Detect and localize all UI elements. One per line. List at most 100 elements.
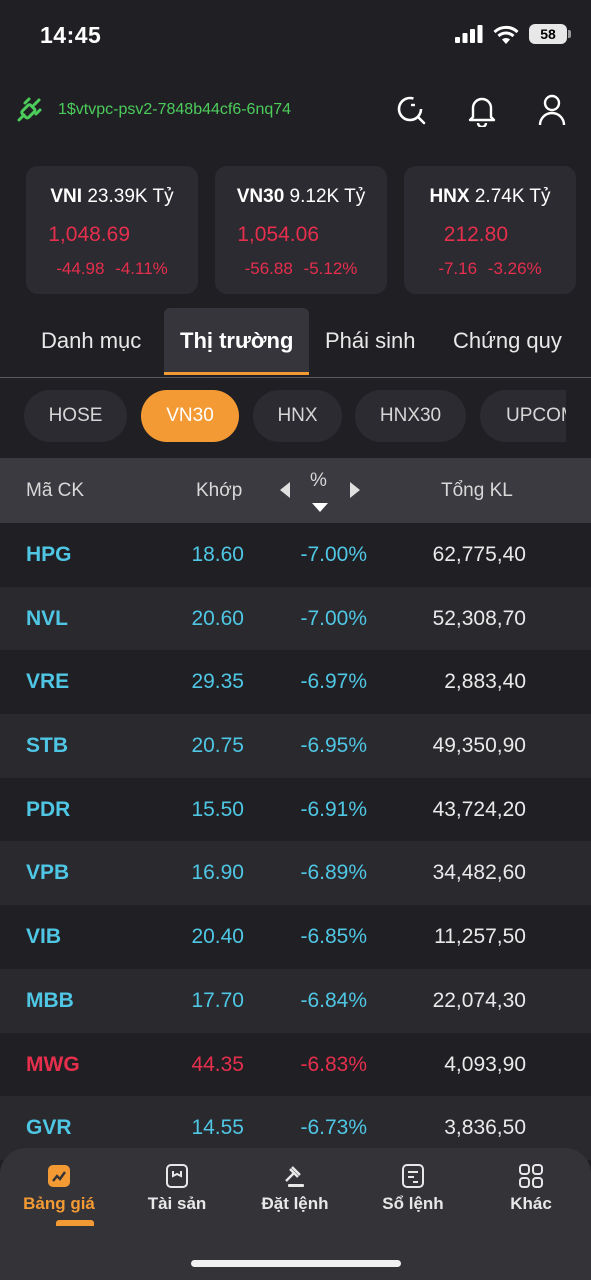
header-actions <box>395 90 569 130</box>
table-row[interactable]: NVL 20.60 -7.00% 52,308,70 <box>0 586 591 651</box>
plug-connected-icon <box>17 97 42 122</box>
index-pct: -4.11% <box>115 259 168 278</box>
table-row[interactable]: PDR 15.50 -6.91% 43,724,20 <box>0 778 591 842</box>
user-icon[interactable] <box>535 90 569 130</box>
nav-label: Tài sản <box>147 1194 207 1213</box>
prev-column-icon[interactable] <box>278 481 292 499</box>
row-price: 20.75 <box>191 734 244 758</box>
bell-icon[interactable] <box>465 90 499 130</box>
index-card-vni[interactable]: VNI 23.39K Tỷ 1,048.69 -44.98 -4.11% <box>26 166 198 294</box>
row-volume: 11,257,50 <box>434 925 526 949</box>
table-row[interactable]: MBB 17.70 -6.84% 22,074,30 <box>0 968 591 1033</box>
row-symbol: PDR <box>26 797 71 821</box>
nav-label: Bảng giá <box>23 1194 95 1213</box>
pill-hnx[interactable]: HNX <box>253 390 342 442</box>
pill-hnx30[interactable]: HNX30 <box>355 390 466 442</box>
bottom-nav: Bảng giá Tài sản Đặt lệnh Sổ lệnh Khác <box>0 1148 591 1280</box>
nav-label: Sổ lệnh <box>382 1194 444 1213</box>
row-symbol: STB <box>26 734 68 758</box>
row-pct: -6.97% <box>300 670 367 694</box>
index-change: -56.88 <box>244 259 293 278</box>
row-volume: 4,093,90 <box>444 1052 526 1076</box>
battery-icon: 58 <box>529 24 571 44</box>
index-code: VN30 <box>236 186 285 207</box>
row-symbol: HPG <box>26 543 72 566</box>
row-pct: -6.95% <box>300 734 367 758</box>
sort-down-icon[interactable] <box>311 502 329 513</box>
tab-chung-quyen[interactable]: Chứng quy <box>453 328 562 353</box>
tab-phai-sinh[interactable]: Phái sinh <box>325 328 416 353</box>
index-price: 212.80 <box>443 223 508 246</box>
row-price: 14.55 <box>191 1116 244 1140</box>
row-volume: 2,883,40 <box>444 670 526 694</box>
index-value: 9.12K Tỷ <box>289 186 366 207</box>
table-row[interactable]: VIB 20.40 -6.85% 11,257,50 <box>0 905 591 969</box>
header-price[interactable]: Khớp <box>196 480 243 501</box>
status-bar: 14:45 58 <box>0 0 591 72</box>
pill-hose[interactable]: HOSE <box>24 390 127 442</box>
tab-thi-truong[interactable]: Thị trường <box>180 328 294 353</box>
next-column-icon[interactable] <box>348 481 362 499</box>
header-volume[interactable]: Tổng KL <box>441 480 513 501</box>
status-icons: 58 <box>455 24 571 44</box>
nav-label: Đặt lệnh <box>261 1194 329 1213</box>
account-bar: 1$vtvpc-psv2-7848b44cf6-6nq74 <box>12 88 291 132</box>
index-code: HNX <box>429 186 470 207</box>
row-price: 17.70 <box>191 988 244 1012</box>
signal-icon <box>455 25 483 43</box>
row-pct: -6.84% <box>300 988 367 1012</box>
row-pct: -7.00% <box>300 606 367 630</box>
index-code: VNI <box>50 186 83 207</box>
active-nav-indicator <box>56 1220 94 1226</box>
row-price: 18.60 <box>191 543 244 566</box>
index-card-vn30[interactable]: VN30 9.12K Tỷ 1,054.06 -56.88 -5.12% <box>215 166 387 294</box>
gavel-icon <box>285 1166 304 1187</box>
wallet-icon <box>166 1164 188 1188</box>
row-volume: 62,775,40 <box>432 543 526 566</box>
row-price: 20.40 <box>191 925 244 949</box>
index-pct: -3.26% <box>487 259 542 278</box>
index-cards[interactable]: VNI 23.39K Tỷ 1,048.69 -44.98 -4.11% VN3… <box>26 166 591 296</box>
row-volume: 22,074,30 <box>432 988 526 1012</box>
row-symbol: NVL <box>26 606 68 630</box>
row-price: 16.90 <box>191 861 244 885</box>
table-header: Mã CK Khớp % Tổng KL <box>0 458 591 523</box>
index-card-hnx[interactable]: HNX 2.74K Tỷ 212.80 -7.16 -3.26% <box>404 166 576 294</box>
nav-label: Khác <box>510 1194 552 1213</box>
row-volume: 43,724,20 <box>432 797 526 821</box>
row-price: 15.50 <box>191 797 244 821</box>
table-row[interactable]: STB 20.75 -6.95% 49,350,90 <box>0 714 591 778</box>
table-row[interactable]: HPG 18.60 -7.00% 62,775,40 <box>0 523 591 587</box>
table-row[interactable]: VPB 16.90 -6.89% 34,482,60 <box>0 841 591 906</box>
index-pct: -5.12% <box>303 259 358 278</box>
order-book-icon <box>402 1164 424 1188</box>
row-price: 20.60 <box>191 606 244 630</box>
status-time: 14:45 <box>40 22 102 48</box>
header-pct[interactable]: % <box>310 470 327 491</box>
chart-icon <box>48 1165 70 1187</box>
row-symbol: MBB <box>26 988 74 1012</box>
row-pct: -6.83% <box>300 1052 367 1076</box>
row-pct: -7.00% <box>300 543 367 566</box>
row-pct: -6.85% <box>300 925 367 949</box>
nav-tai-san[interactable]: Tài sản <box>118 1162 236 1214</box>
nav-bang-gia[interactable]: Bảng giá <box>0 1162 118 1214</box>
table-row[interactable]: VRE 29.35 -6.97% 2,883,40 <box>0 650 591 714</box>
pill-vn30[interactable]: VN30 <box>141 390 239 442</box>
home-indicator[interactable] <box>191 1260 401 1267</box>
tab-danh-muc[interactable]: Danh mục <box>41 328 142 353</box>
nav-khac[interactable]: Khác <box>472 1162 590 1214</box>
header-symbol[interactable]: Mã CK <box>26 480 85 501</box>
row-volume: 49,350,90 <box>432 734 526 758</box>
main-tabs: Danh mục Thị trường Phái sinh Chứng quy <box>0 308 591 378</box>
nav-dat-lenh[interactable]: Đặt lệnh <box>236 1162 354 1214</box>
nav-so-lenh[interactable]: Sổ lệnh <box>354 1162 472 1214</box>
wifi-icon <box>493 25 519 44</box>
table-row[interactable]: MWG 44.35 -6.83% 4,093,90 <box>0 1033 591 1097</box>
row-pct: -6.73% <box>300 1116 367 1140</box>
row-symbol: VPB <box>26 861 70 885</box>
grid-icon <box>519 1164 543 1188</box>
search-refresh-icon[interactable] <box>395 90 429 130</box>
